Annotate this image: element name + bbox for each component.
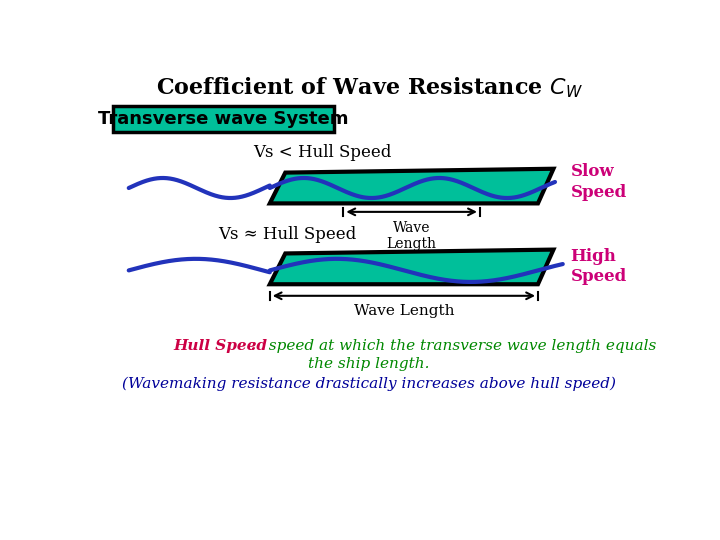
Text: Vs < Hull Speed: Vs < Hull Speed — [253, 144, 391, 161]
Text: the ship length.: the ship length. — [308, 356, 430, 370]
Text: Wave
Length: Wave Length — [387, 221, 436, 251]
Text: Vs ≈ Hull Speed: Vs ≈ Hull Speed — [218, 226, 356, 244]
Text: :: : — [251, 339, 256, 353]
Text: Transverse wave System: Transverse wave System — [99, 110, 349, 127]
Text: Hull Speed: Hull Speed — [173, 339, 267, 353]
Text: (Wavemaking resistance drastically increases above hull speed): (Wavemaking resistance drastically incre… — [122, 376, 616, 391]
Text: Coefficient of Wave Resistance $C_W$: Coefficient of Wave Resistance $C_W$ — [156, 76, 582, 100]
Text: Wave Length: Wave Length — [354, 303, 454, 318]
Text: High
Speed: High Speed — [570, 247, 626, 286]
Polygon shape — [270, 168, 554, 204]
Text: Slow
Speed: Slow Speed — [570, 163, 626, 201]
Text: speed at which the transverse wave length equals: speed at which the transverse wave lengt… — [259, 339, 657, 353]
Polygon shape — [270, 249, 554, 284]
Bar — [113, 106, 334, 132]
